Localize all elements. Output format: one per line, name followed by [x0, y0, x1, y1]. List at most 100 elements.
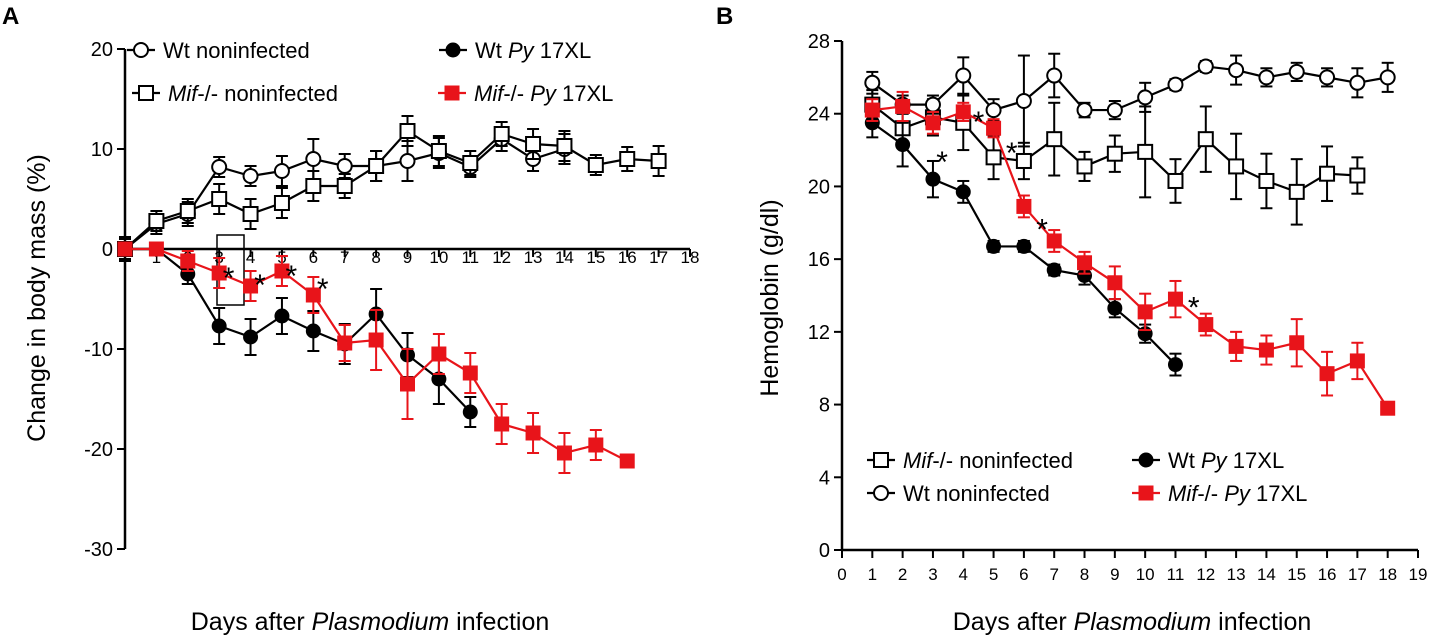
panel-a-point-mif_non: [462, 155, 479, 171]
panel-a-point-mif_py: [117, 241, 133, 257]
panel-b-point-mif_py: [955, 104, 971, 120]
panel-b-point-wt_non: [1228, 62, 1245, 79]
panel-b-point-wt_py: [895, 137, 911, 153]
panel-a-legend-label-part: 17XL: [534, 38, 592, 63]
panel-a-point-mif_py: [588, 437, 604, 453]
panel-b-point-mif_py: [1016, 198, 1032, 214]
panel-b-x-tick-label: 4: [959, 565, 968, 584]
panel-a-legend-label-part: 17XL: [556, 81, 614, 106]
panel-b-line-wt_non: [871, 65, 1388, 112]
panel-b-point-wt_non: [1319, 69, 1336, 86]
panel-a-point-mif_non: [305, 178, 322, 194]
panel-a-point-mif_non: [619, 151, 636, 167]
panel-b-significance-asterisk: *: [1188, 292, 1200, 325]
panel-a-point-wt_non: [336, 158, 353, 174]
panel-b-point-mif_py: [1198, 317, 1214, 333]
panel-b-point-wt_non: [955, 67, 972, 84]
panel-b-point-mif_non: [1167, 172, 1184, 189]
panel-a-legend-marker: [133, 42, 149, 58]
panel-a-point-mif_non: [650, 153, 667, 169]
panel-a-legend-label-part: Py: [530, 81, 558, 106]
panel-b-y-tick-label: 8: [819, 395, 830, 417]
panel-a-point-mif_py: [243, 278, 259, 294]
panel-b-legend-label-part: Py: [1224, 481, 1252, 506]
panel-b-label: B: [716, 3, 733, 30]
panel-a-legend-label-part: -/-: [503, 81, 530, 106]
panel-a-legend-label: Wt noninfected: [163, 38, 310, 63]
panel-b-x-tick-label: 6: [1019, 565, 1028, 584]
panel-b-series-wt_non: [864, 52, 1396, 148]
panel-b-legend-label-part: Wt: [1168, 448, 1201, 473]
panel-b-x-tick-label: 17: [1348, 565, 1367, 584]
panel-a: A Change in body mass (%) Days after Pla…: [2, 3, 699, 636]
panel-b-point-mif_non: [1197, 131, 1214, 148]
panel-b-x-tick-label: 1: [868, 565, 877, 584]
panel-b-legend-label-part: Mif: [1168, 481, 1200, 506]
panel-a-point-mif_non: [368, 158, 385, 174]
panel-b-point-mif_non: [1015, 152, 1032, 169]
panel-b-legend-mif_non: Mif-/- noninfected: [867, 448, 1073, 473]
panel-b-legend-mif_py: Mif-/- Py 17XL: [1132, 481, 1307, 506]
panel-b-point-wt_py: [955, 184, 971, 200]
panel-b-legend-marker: [1138, 452, 1154, 468]
panel-a-legend-label-part: Wt: [475, 38, 508, 63]
panel-a-x-tick-label: 15: [586, 248, 605, 267]
panel-a-series-mif_py: [117, 241, 635, 474]
panel-a-x-tick-label: 16: [618, 248, 637, 267]
panel-b-significance-asterisk: *: [1006, 137, 1018, 170]
panel-a-x-tick-label: 8: [371, 248, 380, 267]
panel-b-point-mif_py: [1319, 366, 1335, 382]
panel-b-point-wt_non: [1137, 89, 1154, 106]
panel-a-legend-mif_py: Mif-/- Py 17XL: [438, 81, 613, 106]
panel-a-legend-label: Wt Py 17XL: [475, 38, 591, 63]
panel-a-point-mif_non: [148, 213, 165, 229]
panel-b-y-tick-label: 24: [808, 104, 830, 126]
panel-b-legend-marker: [1138, 485, 1154, 501]
panel-a-point-mif_non: [273, 195, 290, 211]
panel-a-point-wt_py: [211, 318, 227, 334]
panel-b-point-mif_non: [1106, 145, 1123, 162]
panel-a-point-mif_py: [556, 445, 572, 461]
panel-a-point-mif_non: [525, 136, 542, 152]
panel-a-point-mif_non: [336, 178, 353, 194]
panel-b-y-tick-label: 12: [808, 322, 830, 344]
panel-a-point-mif_py: [180, 253, 196, 269]
panel-b-y-tick-label: 20: [808, 176, 830, 198]
panel-a-legend-label-part: Py: [508, 38, 536, 63]
panel-b-point-wt_non: [924, 96, 941, 113]
panel-a-x-tick-label: 1: [152, 248, 161, 267]
panel-b-point-wt_py: [925, 171, 941, 187]
panel-a-point-mif_non: [179, 203, 196, 219]
panel-b-point-mif_py: [1380, 400, 1396, 416]
panel-b-point-wt_py: [1167, 357, 1183, 373]
panel-a-point-wt_non: [399, 153, 416, 169]
panel-b-point-mif_non: [1319, 165, 1336, 182]
panel-b-legend-label-part: Py: [1201, 448, 1229, 473]
panel-b-x-tick-label: 9: [1110, 565, 1119, 584]
panel-b-point-mif_py: [1349, 353, 1365, 369]
panel-a-y-tick-label: -10: [84, 339, 113, 361]
panel-a-y-tick-label: -20: [84, 439, 113, 461]
panel-b-legend-label-part: Wt noninfected: [903, 481, 1050, 506]
panel-b-point-mif_non: [1258, 172, 1275, 189]
panel-b-significance-asterisk: *: [936, 146, 948, 179]
panel-a-point-wt_non: [242, 168, 259, 184]
panel-b-x-tick-label: 18: [1378, 565, 1397, 584]
panel-b-x-tick-label: 8: [1080, 565, 1089, 584]
panel-a-label: A: [2, 3, 19, 30]
panel-b-legend-marker: [873, 485, 889, 501]
panel-a-legend-label: Mif-/- Py 17XL: [474, 81, 613, 106]
panel-b-point-mif_py: [925, 115, 941, 131]
panel-a-point-mif_non: [211, 191, 228, 207]
panel-b-legend-label-part: Mif: [903, 448, 935, 473]
panel-b-x-tick-label: 7: [1049, 565, 1058, 584]
panel-a-x-tick-label: 17: [649, 248, 668, 267]
panel-b-point-wt_py: [1016, 238, 1032, 254]
panel-b-x-tick-label: 5: [989, 565, 998, 584]
panel-a-point-mif_non: [556, 138, 573, 154]
panel-b-x-tick-label: 15: [1287, 565, 1306, 584]
panel-a-point-mif_non: [587, 157, 604, 173]
panel-a-point-wt_non: [211, 159, 228, 175]
panel-b-point-mif_non: [1137, 143, 1154, 160]
panel-b-point-mif_non: [1076, 158, 1093, 175]
